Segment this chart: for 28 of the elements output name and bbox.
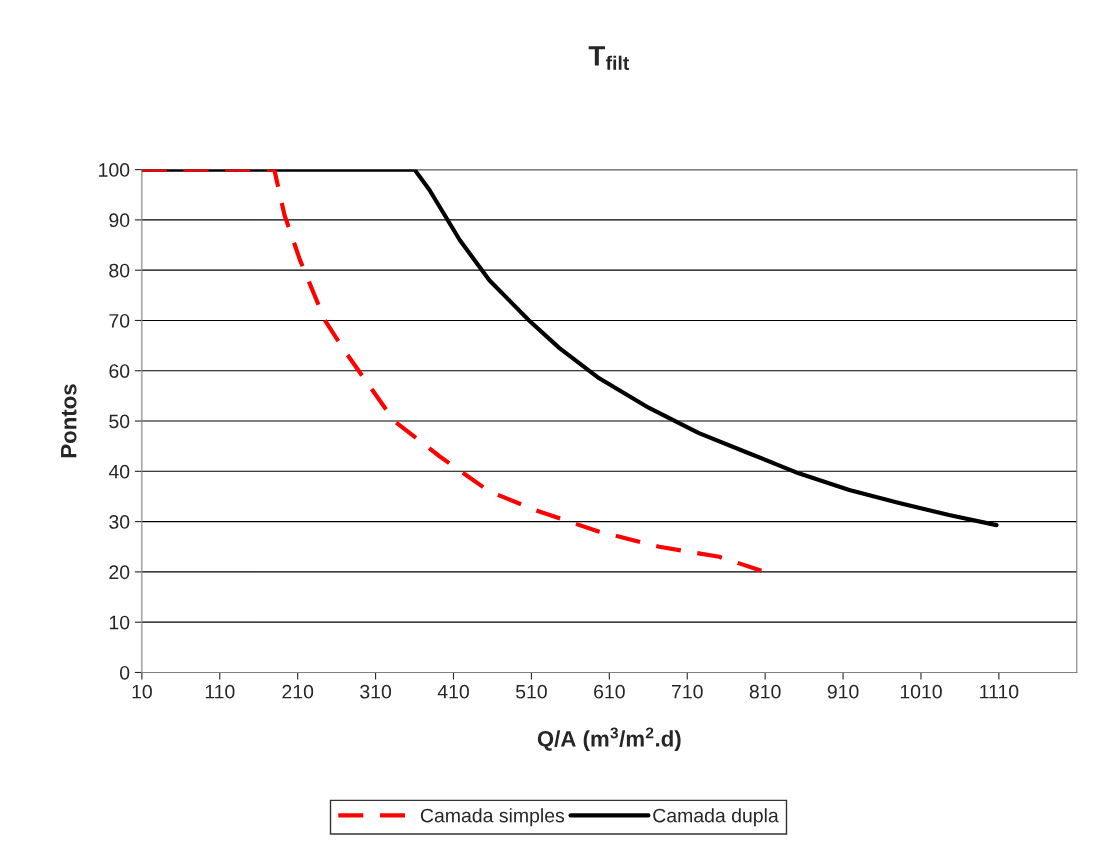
y-tick-label: 20 <box>109 565 130 580</box>
y-tick-label: 100 <box>99 163 130 177</box>
x-tick-label: 710 <box>672 684 703 699</box>
legend-label: Camada simples <box>420 808 565 827</box>
y-tick-label: 90 <box>109 213 130 228</box>
y-tick-label: 60 <box>109 364 130 378</box>
x-tick-label: 1010 <box>900 684 942 699</box>
y-tick-label: 80 <box>109 263 130 278</box>
x-tick-label: 10 <box>132 684 152 699</box>
y-tick-label: 30 <box>109 515 130 529</box>
y-axis-title: Pontos <box>61 384 77 458</box>
y-tick-label: 50 <box>109 414 130 429</box>
x-tick-label: 910 <box>827 684 859 699</box>
x-tick-label: 310 <box>360 684 392 699</box>
x-tick-label: 610 <box>594 684 625 699</box>
x-tick-label: 810 <box>749 684 781 699</box>
x-tick-label: 1110 <box>980 684 1019 699</box>
y-tick-label: 70 <box>109 313 130 328</box>
x-tick-label: 210 <box>282 684 314 699</box>
y-tick-label: 10 <box>109 615 130 630</box>
y-tick-label: 0 <box>120 665 130 680</box>
chart-title: T$_{filt}$ <box>588 46 630 70</box>
legend-label: Camada dupla <box>653 808 779 827</box>
x-tick-label: 410 <box>437 684 469 699</box>
y-tick-label: 40 <box>108 464 130 479</box>
x-tick-label: 510 <box>515 684 547 699</box>
x-axis-title: Q/A (m$^{3}$/m$^{2}$.d) <box>537 727 681 752</box>
x-tick-label: 110 <box>205 684 235 699</box>
